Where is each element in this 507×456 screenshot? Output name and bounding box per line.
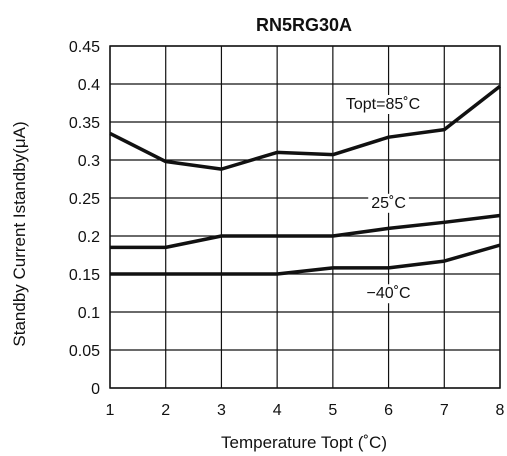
y-tick-label: 0.15 (69, 267, 100, 284)
y-tick-label: 0.4 (78, 77, 100, 94)
x-tick-label: 5 (328, 402, 337, 419)
x-tick-label: 7 (440, 402, 449, 419)
series-label-bg (363, 284, 414, 304)
x-tick-label: 1 (106, 402, 115, 419)
series-line-0 (109, 84, 502, 171)
chart-title: RN5RG30A (256, 15, 352, 35)
series-label-0: Topt=85˚C (346, 96, 420, 113)
series-label-2: −40˚C (367, 285, 411, 302)
series-layer (109, 84, 502, 276)
x-tick-label: 4 (273, 402, 282, 419)
y-tick-label: 0.3 (78, 153, 100, 170)
series-labels: Topt=85˚C 25˚C −40˚C (342, 95, 424, 304)
y-tick-label: 0.1 (78, 305, 100, 322)
series-line-1 (110, 213, 501, 250)
y-tick-label: 0.25 (69, 191, 100, 208)
y-tick-label: 0.45 (69, 39, 100, 56)
grid (109, 45, 501, 389)
y-axis-label: Standby Current Istandby(μA) (10, 121, 29, 346)
x-axis-label: Temperature Topt (˚C) (221, 433, 387, 452)
y-tick-label: 0.35 (69, 115, 100, 132)
x-tick-label: 6 (384, 402, 393, 419)
y-tick-label: 0 (91, 381, 100, 398)
series-label-bg (368, 193, 409, 213)
series-label-bg (342, 95, 424, 114)
series-label-1: 25˚C (371, 195, 406, 212)
x-tick-label: 3 (217, 402, 226, 419)
plot-frame (109, 45, 501, 389)
series-line-2 (110, 243, 501, 276)
x-tick-label: 2 (161, 402, 170, 419)
x-tick-label: 8 (496, 402, 505, 419)
y-tick-label: 0.2 (78, 229, 100, 246)
y-tick-label: 0.05 (69, 343, 100, 360)
axes: 1 2 3 4 5 6 7 8 0 0.05 0.1 0.15 0.2 0.25 0.3 0.35 0.4 0.4… (69, 39, 505, 419)
